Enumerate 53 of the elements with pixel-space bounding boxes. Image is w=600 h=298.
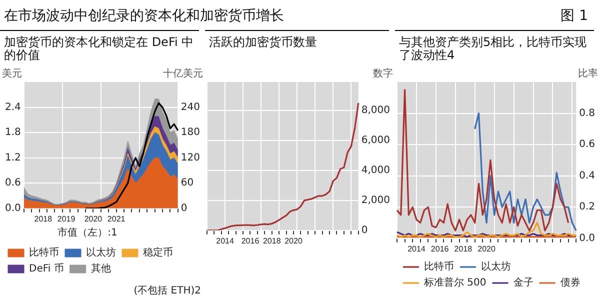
- x-tick-label: 2016: [430, 244, 450, 254]
- x-tick-label: 2018: [34, 214, 53, 224]
- legend-label: DeFi 币: [29, 262, 64, 275]
- x-tick-label: 2014: [408, 244, 426, 254]
- y-tick-label: 2,000: [361, 195, 390, 206]
- legend-title: 市值（左）:1: [58, 226, 118, 239]
- legend-label: 以太坊: [481, 260, 511, 273]
- y-tick-label: 0.8: [579, 108, 596, 119]
- legend-label: 稳定币: [143, 246, 173, 259]
- y-tick-label: 4,000: [361, 165, 390, 176]
- y-tick-label: 1.2: [4, 152, 21, 164]
- x-tick-label: 2019: [57, 214, 76, 224]
- y2-tick-label: 180: [180, 127, 200, 138]
- y2-tick-label: 60: [180, 178, 194, 189]
- x-tick-label: 2020: [84, 214, 103, 224]
- y-tick-label: 0.6: [4, 178, 21, 189]
- y-tick-label: 0.0: [579, 232, 596, 244]
- y2-axis-title: 十亿美元: [163, 68, 203, 80]
- y-axis-title: 比率: [578, 68, 598, 80]
- y-tick-label: 0.4: [579, 170, 596, 182]
- x-tick-label: 2018: [262, 236, 282, 246]
- y-tick-label: 0.0: [4, 202, 21, 214]
- y-axis-title: 数字: [373, 68, 393, 80]
- x-tick-label: 2016: [241, 236, 260, 246]
- chart-title: 与其他资产类别5相比，比特币实现了波动性4: [399, 35, 588, 62]
- x-tick-label: 2020: [284, 236, 303, 246]
- chart-title: 活跃的加密货币数量: [209, 35, 318, 49]
- y-axis-title: 美元: [2, 68, 22, 80]
- legend-label: 以太坊: [86, 246, 116, 259]
- legend-label: 其他: [90, 262, 111, 275]
- legend-label: 比特币: [29, 246, 59, 259]
- text: 在市场波动中创纪录的资本化和加密货币增长: [4, 7, 284, 25]
- y-tick-label: 2.4: [4, 102, 21, 113]
- y2-tick-label: 120: [180, 152, 200, 164]
- y2-tick-label: 240: [180, 102, 200, 113]
- text: (不包括 ETH)2: [134, 284, 201, 297]
- y-tick-label: 6,000: [361, 135, 390, 146]
- legend-label: 金子: [513, 276, 534, 289]
- y-tick-label: 8,000: [361, 105, 390, 116]
- x-tick-label: 2014: [216, 236, 234, 246]
- x-tick-label: 2018: [454, 244, 473, 254]
- y2-tick-label: 0: [180, 202, 188, 214]
- x-tick-label: 2021: [107, 214, 126, 224]
- y-tick-label: 0: [361, 224, 368, 236]
- x-tick-label: 2020: [478, 244, 496, 254]
- legend-label: 比特币: [424, 260, 454, 273]
- y-tick-label: 0.2: [579, 202, 596, 213]
- legend-label: 债券: [560, 276, 580, 289]
- y-tick-label: 1.8: [4, 127, 21, 138]
- legend-label: 标准普尔 500: [423, 276, 486, 289]
- chart-title: 加密货币的资本化和锁定在 DeFi 中的价值: [4, 35, 195, 62]
- caption: 图 1: [560, 7, 588, 25]
- y-tick-label: 0.6: [579, 139, 596, 150]
